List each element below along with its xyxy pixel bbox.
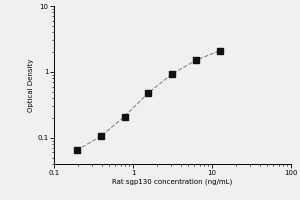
X-axis label: Rat sgp130 concentration (ng/mL): Rat sgp130 concentration (ng/mL) [112, 178, 232, 185]
Y-axis label: Optical Density: Optical Density [28, 58, 34, 112]
